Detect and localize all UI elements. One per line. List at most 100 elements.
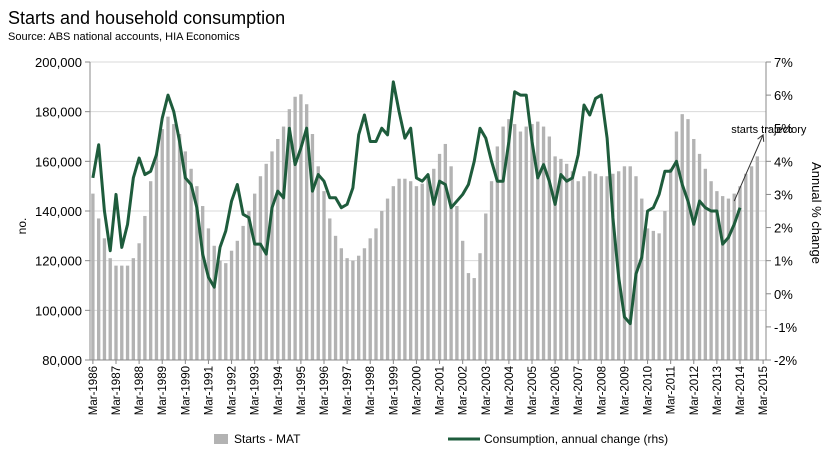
right-axis-ticks: -2% -1% 0% 1% 2% 3% 4% 5% 6% 7%: [766, 55, 798, 368]
bar-starts: [651, 230, 656, 360]
bar-starts: [374, 228, 378, 360]
bar-starts: [125, 265, 130, 360]
tick-label-x: Mar-2010: [643, 366, 655, 415]
bar-starts: [443, 143, 448, 360]
bar-starts: [472, 278, 476, 360]
legend: Starts - MAT Consumption, annual change …: [214, 432, 668, 446]
bar-starts: [362, 248, 367, 360]
tick-label-x: Mar-1993: [250, 366, 262, 415]
bar-starts: [120, 265, 124, 360]
bar-starts: [622, 166, 627, 360]
bar-starts: [564, 163, 569, 360]
bar-starts: [160, 129, 164, 360]
tick-label-x: Mar-2012: [689, 366, 701, 415]
bar-starts: [738, 186, 742, 360]
tick-label-x: Mar-2000: [411, 366, 423, 415]
bar-starts: [680, 114, 684, 361]
tick-label-x: Mar-1988: [134, 366, 146, 415]
tick-label-x: Mar-1996: [319, 366, 331, 415]
tick-label-x: Mar-2005: [527, 366, 539, 415]
tick-label-x: Mar-1989: [157, 366, 169, 415]
tick-label-right: 1%: [774, 254, 793, 269]
bar-starts: [316, 166, 320, 360]
bar-starts: [501, 126, 505, 360]
bar-starts: [241, 225, 245, 360]
y-axis-label-right: Annual % change: [809, 162, 824, 264]
bar-starts: [310, 134, 315, 360]
bar-starts: [645, 228, 650, 360]
tick-label-x: Mar-1999: [388, 366, 400, 415]
bar-starts: [143, 215, 147, 360]
tick-label-x: Mar-2011: [666, 366, 678, 414]
bar-starts: [530, 124, 534, 360]
bar-starts: [588, 171, 592, 360]
bar-starts: [489, 181, 494, 360]
bar-starts: [264, 163, 268, 360]
bar-starts: [356, 255, 361, 360]
bar-starts: [663, 211, 667, 360]
bar-starts: [380, 211, 384, 360]
bar-starts: [432, 168, 436, 360]
bar-starts: [582, 176, 586, 360]
bar-starts: [507, 119, 511, 360]
tick-label-right: 6%: [774, 88, 793, 103]
bar-starts: [91, 193, 95, 360]
bar-starts: [154, 153, 159, 360]
bar-starts: [299, 94, 303, 361]
bar-starts: [703, 168, 708, 360]
tick-label-x: Mar-1992: [227, 366, 239, 415]
bar-starts: [108, 258, 112, 360]
legend-swatch-starts: [214, 434, 228, 444]
bar-starts: [172, 124, 176, 360]
annotation-text: starts trajectory: [731, 124, 807, 136]
bar-starts: [235, 240, 240, 360]
bar-starts: [391, 186, 396, 360]
bar-starts: [692, 138, 696, 360]
bar-starts: [206, 228, 211, 360]
bar-starts: [484, 213, 488, 360]
bar-starts: [183, 151, 188, 360]
bar-starts: [351, 260, 355, 360]
bar-starts: [512, 124, 517, 360]
bar-series: [91, 94, 760, 361]
tick-label-x: Mar-1998: [365, 366, 377, 415]
tick-label-x: Mar-2015: [758, 366, 770, 415]
tick-label-left: 120,000: [35, 254, 82, 269]
tick-label-x: Mar-1986: [88, 366, 100, 415]
bar-starts: [287, 109, 292, 360]
annotation-arrowhead: [757, 133, 765, 142]
bar-starts: [252, 193, 257, 360]
x-axis-ticks: Mar-1986 Mar-1987 Mar-1988 Mar-1989 Mar-1990…: [88, 360, 770, 415]
bar-starts: [368, 238, 372, 360]
tick-label-x: Mar-2003: [481, 366, 493, 415]
tick-label-left: 180,000: [35, 105, 82, 120]
bar-starts: [177, 134, 182, 360]
bar-starts: [137, 243, 141, 360]
bar-starts: [195, 186, 199, 360]
bar-starts: [339, 248, 344, 360]
bar-starts: [720, 196, 725, 360]
bar-starts: [397, 178, 401, 360]
bar-starts: [749, 166, 754, 360]
bar-starts: [322, 191, 326, 360]
bar-starts: [628, 166, 632, 360]
bar-starts: [114, 265, 118, 360]
bar-starts: [657, 233, 661, 360]
bar-starts: [293, 96, 297, 361]
bar-starts: [744, 173, 748, 360]
tick-label-left: 200,000: [35, 55, 82, 70]
tick-label-right: 4%: [774, 154, 793, 169]
bar-starts: [541, 126, 546, 360]
bar-starts: [686, 119, 690, 360]
bar-starts: [131, 258, 136, 360]
tick-label-x: Mar-2008: [596, 366, 608, 415]
tick-label-x: Mar-2001: [435, 366, 447, 415]
tick-label-right: 3%: [774, 187, 793, 202]
bar-starts: [403, 178, 407, 360]
bar-starts: [715, 191, 719, 360]
tick-label-x: Mar-1987: [111, 366, 123, 415]
tick-label-x: Mar-2013: [712, 366, 724, 415]
line-consumption: [91, 80, 742, 326]
bar-starts: [385, 198, 390, 360]
